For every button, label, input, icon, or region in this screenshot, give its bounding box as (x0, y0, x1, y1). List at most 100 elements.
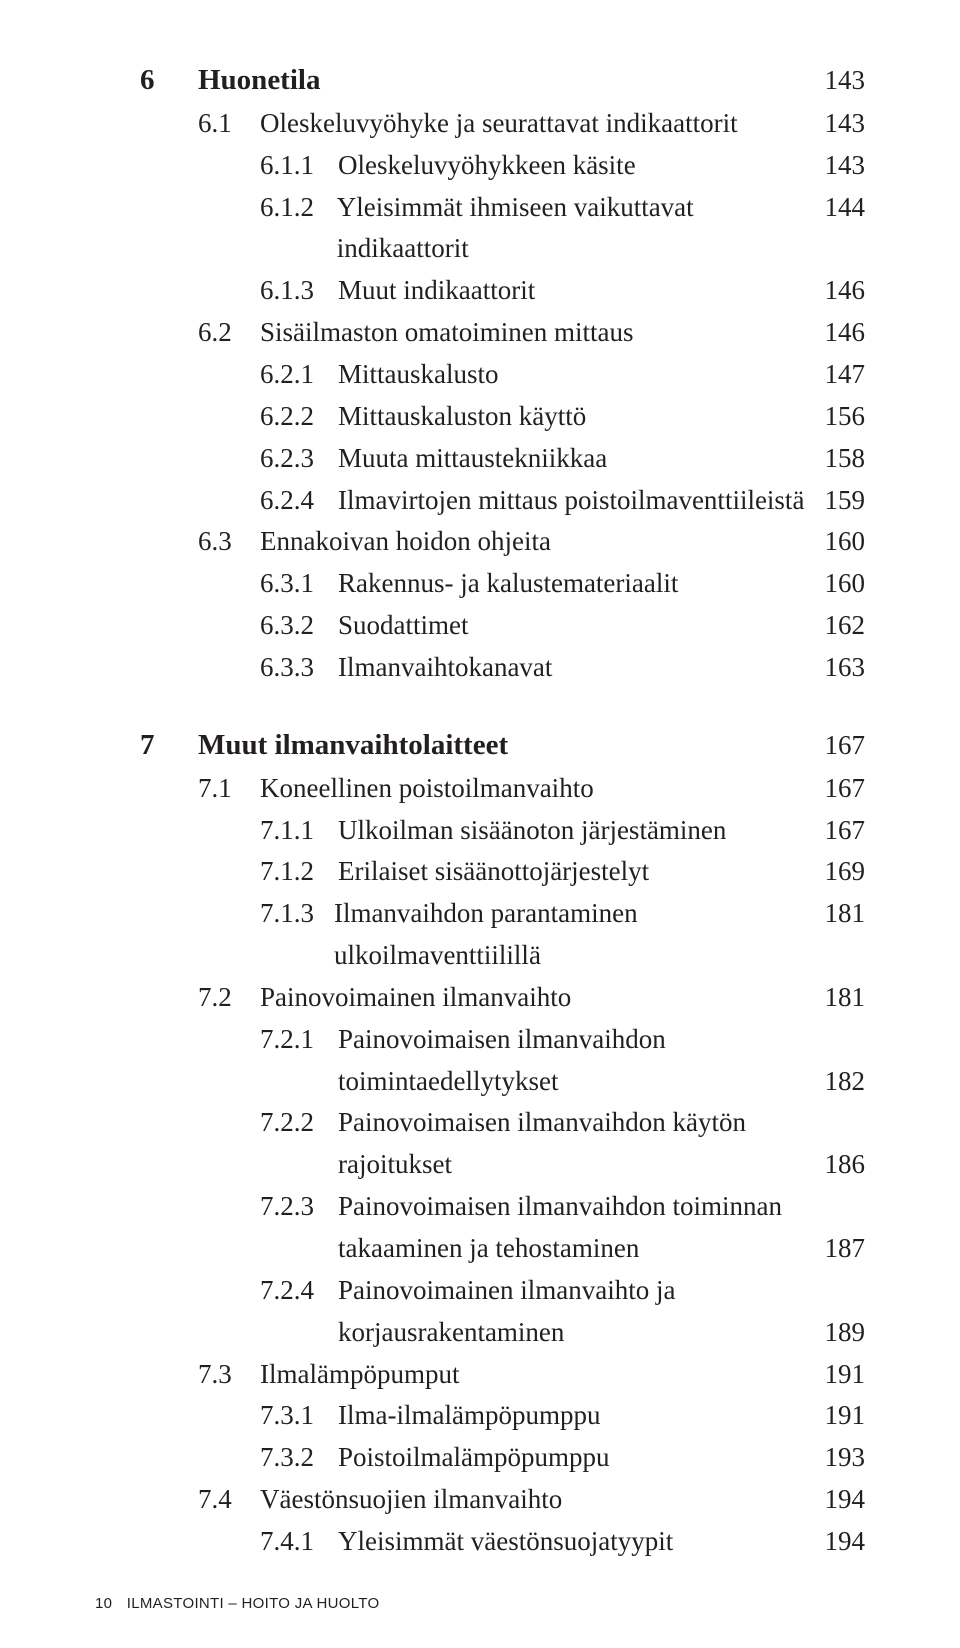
toc-subsection: 6.1.3Muut indikaattorit 146 (140, 270, 865, 312)
toc-section-page: 194 (825, 1479, 866, 1521)
toc-subsection: 6.1.2Yleisimmät ihmiseen vaikuttavat ind… (140, 187, 865, 271)
toc-sub-page: 186 (825, 1144, 866, 1186)
toc-sub-title-cont: toimintaedellytykset (338, 1061, 558, 1103)
toc-subsection: 7.2.3Painovoimaisen ilmanvaihdon toiminn… (140, 1186, 865, 1228)
toc-sub-page: 147 (825, 354, 866, 396)
toc-sub-num: 7.3.1 (260, 1395, 338, 1437)
toc-sub-page: 159 (825, 480, 866, 522)
footer-book-title: ILMASTOINTI – HOITO JA HUOLTO (127, 1595, 380, 1612)
toc-section-page: 143 (825, 103, 866, 145)
toc-sub-page: 144 (825, 187, 866, 229)
toc-sub-page: 163 (825, 647, 866, 689)
toc-sub-page: 143 (825, 145, 866, 187)
toc-sub-title-cont: rajoitukset (338, 1144, 452, 1186)
toc-subsection-continuation: rajoitukset 186 (140, 1144, 865, 1186)
toc-sub-title: Oleskeluvyöhykkeen käsite (338, 145, 636, 187)
toc-sub-page: 146 (825, 270, 866, 312)
toc-section: 6.2Sisäilmaston omatoiminen mittaus146 (140, 312, 865, 354)
toc-subsection-continuation: takaaminen ja tehostaminen187 (140, 1228, 865, 1270)
toc-subsection: 6.2.4Ilmavirtojen mittaus poistoilmavent… (140, 480, 865, 522)
toc-subsection-continuation: korjausrakentaminen189 (140, 1312, 865, 1354)
toc-section-title: Oleskeluvyöhyke ja seurattavat indikaatt… (260, 103, 738, 145)
toc-sub-num: 6.2.3 (260, 438, 338, 480)
toc-section-page: 167 (825, 768, 866, 810)
toc-sub-page: 181 (825, 893, 866, 935)
toc-sub-title: Yleisimmät ihmiseen vaikuttavat indikaat… (337, 187, 825, 271)
toc-subsection: 7.1.3Ilmanvaihdon parantaminen ulkoilmav… (140, 893, 865, 977)
toc-section-title: Koneellinen poistoilmanvaihto (260, 768, 594, 810)
toc-chapter-title: Muut ilmanvaihtolaitteet (198, 723, 508, 768)
toc-chapter: 6Huonetila143 (140, 58, 865, 103)
toc-sub-page: 162 (825, 605, 866, 647)
toc-section-page: 146 (825, 312, 866, 354)
toc-sub-title-cont: korjausrakentaminen (338, 1312, 564, 1354)
toc-sub-num: 7.4.1 (260, 1521, 338, 1563)
page: 6Huonetila1436.1Oleskeluvyöhyke ja seura… (0, 0, 960, 1648)
toc-subsection: 7.3.1Ilma-ilmalämpöpumppu191 (140, 1395, 865, 1437)
toc-section-num: 6.1 (198, 103, 260, 145)
toc-sub-title: Muut indikaattorit (338, 270, 535, 312)
toc-sub-title: Mittauskalusto (338, 354, 499, 396)
toc-sub-num: 7.2.2 (260, 1102, 338, 1144)
toc-section-page: 160 (825, 521, 866, 563)
page-footer: 10 ILMASTOINTI – HOITO JA HUOLTO (95, 1595, 379, 1612)
toc-subsection: 6.2.2Mittauskaluston käyttö156 (140, 396, 865, 438)
toc-sub-title: Ulkoilman sisäänoton järjestäminen (338, 810, 726, 852)
toc-subsection: 7.2.4Painovoimainen ilmanvaihto ja (140, 1270, 865, 1312)
toc-subsection: 7.4.1Yleisimmät väestönsuojatyypit 194 (140, 1521, 865, 1563)
toc-chapter-num: 6 (140, 58, 198, 103)
toc-subsection: 6.3.3Ilmanvaihtokanavat163 (140, 647, 865, 689)
toc-subsection-continuation: toimintaedellytykset 182 (140, 1061, 865, 1103)
toc-subsection: 6.1.1Oleskeluvyöhykkeen käsite 143 (140, 145, 865, 187)
toc-sub-num: 6.3.2 (260, 605, 338, 647)
toc-section-num: 6.2 (198, 312, 260, 354)
toc-section-num: 7.1 (198, 768, 260, 810)
toc-subsection: 7.1.2Erilaiset sisäänottojärjestelyt169 (140, 851, 865, 893)
toc-section-title: Ennakoivan hoidon ohjeita (260, 521, 551, 563)
toc-subsection: 6.3.1Rakennus- ja kalustemateriaalit160 (140, 563, 865, 605)
table-of-contents: 6Huonetila1436.1Oleskeluvyöhyke ja seura… (140, 58, 865, 1563)
toc-subsection: 7.1.1Ulkoilman sisäänoton järjestäminen 1… (140, 810, 865, 852)
toc-subsection: 6.2.1Mittauskalusto147 (140, 354, 865, 396)
toc-sub-title: Ilmanvaihdon parantaminen ulkoilmaventti… (334, 893, 825, 977)
toc-chapter-page: 167 (825, 725, 866, 767)
toc-sub-num: 7.1.2 (260, 851, 338, 893)
toc-sub-page: 169 (825, 851, 866, 893)
toc-sub-title: Painovoimaisen ilmanvaihdon toiminnan (338, 1186, 782, 1228)
toc-sub-title: Rakennus- ja kalustemateriaalit (338, 563, 678, 605)
toc-subsection: 6.2.3Muuta mittaustekniikkaa158 (140, 438, 865, 480)
toc-subsection: 7.2.1Painovoimaisen ilmanvaihdon (140, 1019, 865, 1061)
toc-sub-title: Ilma-ilmalämpöpumppu (338, 1395, 600, 1437)
toc-sub-num: 6.1.1 (260, 145, 338, 187)
toc-section: 7.2Painovoimainen ilmanvaihto 181 (140, 977, 865, 1019)
toc-sub-page: 194 (825, 1521, 866, 1563)
toc-subsection: 7.3.2Poistoilmalämpöpumppu193 (140, 1437, 865, 1479)
toc-section-num: 6.3 (198, 521, 260, 563)
toc-section: 7.4Väestönsuojien ilmanvaihto194 (140, 1479, 865, 1521)
toc-sub-title: Poistoilmalämpöpumppu (338, 1437, 610, 1479)
toc-sub-num: 6.2.2 (260, 396, 338, 438)
toc-chapter-num: 7 (140, 723, 198, 768)
toc-sub-title: Ilmanvaihtokanavat (338, 647, 552, 689)
toc-sub-title: Ilmavirtojen mittaus poistoilmaventtiile… (338, 480, 804, 522)
toc-section: 7.1Koneellinen poistoilmanvaihto 167 (140, 768, 865, 810)
toc-section: 6.3Ennakoivan hoidon ohjeita 160 (140, 521, 865, 563)
toc-section-num: 7.2 (198, 977, 260, 1019)
toc-sub-num: 7.1.3 (260, 893, 334, 977)
toc-sub-page: 167 (825, 810, 866, 852)
toc-sub-page: 158 (825, 438, 866, 480)
toc-sub-title: Yleisimmät väestönsuojatyypit (338, 1521, 673, 1563)
toc-section-page: 181 (825, 977, 866, 1019)
toc-sub-num: 7.1.1 (260, 810, 338, 852)
toc-chapter-title: Huonetila (198, 58, 320, 103)
toc-sub-title: Painovoimainen ilmanvaihto ja (338, 1270, 675, 1312)
toc-sub-page: 182 (825, 1061, 866, 1103)
toc-sub-page: 187 (825, 1228, 866, 1270)
toc-sub-num: 6.1.3 (260, 270, 338, 312)
toc-sub-page: 156 (825, 396, 866, 438)
toc-section: 6.1Oleskeluvyöhyke ja seurattavat indika… (140, 103, 865, 145)
toc-section-num: 7.3 (198, 1354, 260, 1396)
toc-section-title: Väestönsuojien ilmanvaihto (260, 1479, 562, 1521)
toc-section-title: Painovoimainen ilmanvaihto (260, 977, 571, 1019)
toc-sub-title: Suodattimet (338, 605, 469, 647)
